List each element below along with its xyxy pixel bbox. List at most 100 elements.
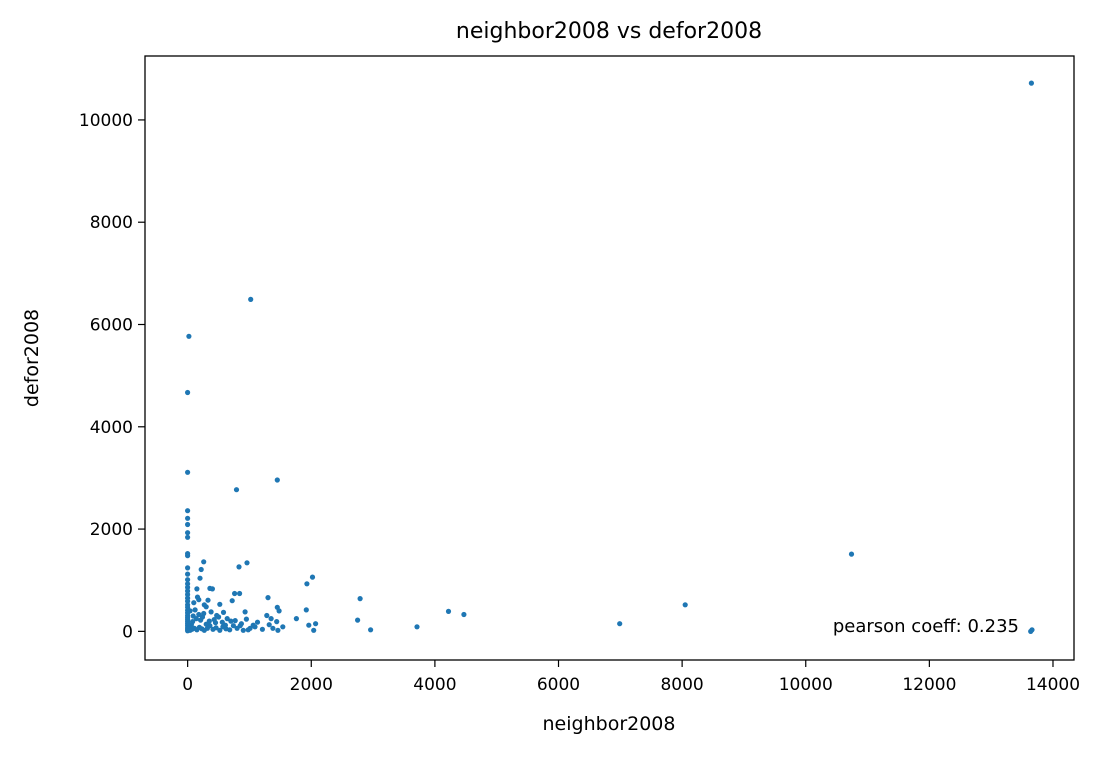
data-point	[275, 627, 281, 633]
data-point	[185, 530, 191, 536]
data-point	[197, 575, 203, 581]
x-tick-label: 10000	[779, 675, 833, 695]
data-point	[266, 622, 272, 628]
data-point	[248, 296, 254, 302]
x-tick-label: 0	[182, 675, 193, 695]
y-tick-label: 2000	[90, 520, 133, 540]
data-point	[217, 627, 223, 633]
y-tick-label: 10000	[79, 111, 133, 131]
data-point	[303, 607, 309, 613]
data-point	[214, 612, 220, 619]
data-point	[191, 600, 197, 606]
data-point	[203, 621, 209, 627]
data-point	[243, 616, 249, 622]
data-point	[232, 618, 238, 624]
data-point	[313, 621, 319, 627]
chart-title: neighbor2008 vs defor2008	[456, 19, 762, 44]
data-point	[445, 608, 452, 615]
data-point	[236, 564, 242, 570]
data-point	[233, 487, 240, 493]
data-point	[185, 577, 191, 583]
data-point	[414, 624, 420, 630]
pearson-annotation: pearson coeff: 0.235	[833, 616, 1019, 637]
data-point	[254, 619, 261, 625]
data-point	[185, 508, 191, 514]
data-point	[201, 559, 207, 565]
data-point	[185, 389, 191, 396]
data-point	[207, 585, 213, 592]
data-point	[270, 625, 276, 631]
x-tick-label: 8000	[660, 675, 703, 695]
data-point	[185, 571, 191, 577]
data-point	[276, 608, 282, 614]
x-tick-label: 6000	[537, 675, 580, 695]
data-point	[185, 553, 191, 559]
data-point	[617, 621, 623, 627]
plot-frame	[144, 55, 1075, 661]
data-point	[240, 627, 246, 633]
data-point	[201, 610, 207, 617]
data-point	[1028, 628, 1034, 635]
data-point	[230, 623, 236, 629]
data-point	[185, 521, 191, 528]
data-point	[196, 611, 202, 618]
data-point	[252, 624, 258, 630]
data-point	[192, 607, 198, 613]
data-points	[185, 80, 1035, 635]
data-point	[185, 581, 191, 587]
x-tick-label: 2000	[290, 675, 333, 695]
data-point	[193, 616, 199, 622]
data-point	[194, 586, 200, 592]
data-point	[217, 601, 223, 607]
data-point	[293, 616, 299, 622]
data-point	[229, 598, 235, 604]
data-point	[201, 602, 207, 608]
data-point	[259, 626, 265, 632]
data-point	[224, 616, 230, 622]
data-point	[185, 591, 191, 598]
data-point	[185, 598, 191, 604]
data-point	[355, 617, 361, 623]
x-tick-label: 14000	[1026, 675, 1080, 695]
data-point	[311, 627, 317, 633]
data-point	[280, 624, 286, 630]
data-point	[237, 590, 243, 597]
data-point	[213, 625, 219, 631]
data-point	[198, 617, 204, 623]
data-point	[185, 515, 191, 521]
data-point	[264, 612, 270, 619]
data-point	[1028, 80, 1034, 86]
data-point	[185, 534, 191, 540]
data-point	[247, 625, 253, 631]
data-point	[306, 622, 312, 628]
x-tick-label: 12000	[902, 675, 956, 695]
x-axis-label: neighbor2008	[543, 713, 676, 735]
data-point	[848, 551, 855, 557]
y-axis-label: defor2008	[21, 309, 43, 407]
data-point	[274, 619, 280, 625]
data-point	[268, 616, 274, 622]
y-tick-label: 8000	[90, 213, 133, 233]
data-point	[198, 566, 204, 573]
data-point	[185, 584, 191, 591]
data-point	[205, 597, 211, 603]
y-tick-label: 4000	[90, 418, 133, 438]
data-point	[274, 477, 280, 483]
data-point	[682, 602, 688, 608]
data-point	[185, 565, 191, 571]
data-point	[211, 617, 217, 623]
data-point	[186, 333, 192, 339]
data-point	[461, 611, 467, 618]
x-tick-label: 4000	[413, 675, 456, 695]
data-point	[222, 622, 228, 628]
axis-ticks: 0 2000 4000 6000 8000 10000 12000 14000 0 2000 400…	[79, 111, 1080, 695]
data-point	[194, 594, 201, 600]
data-point	[368, 627, 374, 633]
data-point	[227, 627, 233, 633]
data-point	[228, 618, 234, 624]
data-point	[244, 560, 250, 566]
y-tick-label: 6000	[90, 316, 133, 336]
data-point	[185, 469, 191, 475]
data-point	[208, 609, 214, 615]
